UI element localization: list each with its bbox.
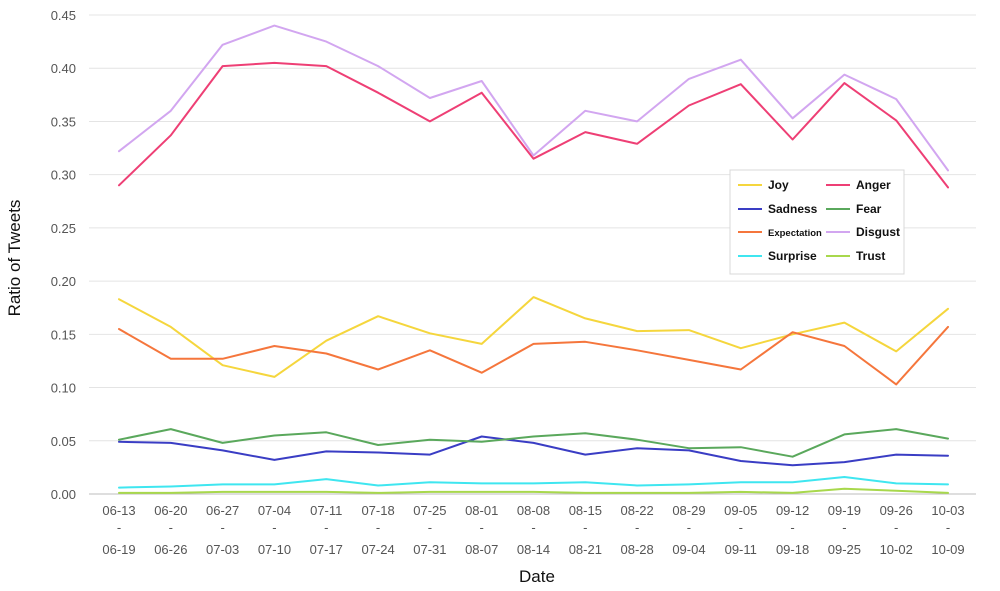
x-tick-label-start: 08-29 [672,503,705,518]
x-tick-label-end: 10-09 [931,542,964,557]
x-tick-label-start: 06-27 [206,503,239,518]
y-tick-label: 0.00 [51,487,76,502]
x-tick-label-end: 07-10 [258,542,291,557]
series-line-anger [118,61,949,189]
y-tick-label: 0.45 [51,8,76,23]
x-tick-label-sep: - [117,520,121,535]
x-tick-label-sep: - [272,520,276,535]
x-tick-label-end: 06-26 [154,542,187,557]
x-tick-label-start: 08-08 [517,503,550,518]
y-tick-label: 0.35 [51,114,76,129]
y-tick-label: 0.20 [51,274,76,289]
x-tick-label-end: 09-18 [776,542,809,557]
legend-label-fear: Fear [856,202,882,216]
x-tick-label-sep: - [894,520,898,535]
legend-label-trust: Trust [856,249,885,263]
x-tick-label-end: 08-07 [465,542,498,557]
legend: Joy Anger Sadness Fear Expectation Disgust Sur… [729,169,905,275]
x-tick-label-end: 09-04 [672,542,705,557]
x-tick-label-sep: - [324,520,328,535]
series-line-trust [118,487,949,494]
x-tick-label-start: 08-22 [621,503,654,518]
x-tick-label-start: 07-04 [258,503,291,518]
y-tick-label: 0.15 [51,327,76,342]
x-tick-label-sep: - [428,520,432,535]
x-tick-label-start: 09-26 [880,503,913,518]
y-axis-label: Ratio of Tweets [5,200,24,317]
y-tick-label: 0.10 [51,381,76,396]
x-tick-label-sep: - [946,520,950,535]
series-line-sadness [118,435,949,467]
series-line-expectation [118,325,949,386]
series-line-surprise [118,476,949,489]
y-tick-label: 0.40 [51,61,76,76]
x-tick-label-sep: - [583,520,587,535]
legend-label-anger: Anger [856,178,891,192]
x-tick-label-end: 07-31 [413,542,446,557]
series-line-fear [118,428,949,458]
x-tick-label-sep: - [687,520,691,535]
x-tick-label-start: 06-20 [154,503,187,518]
x-axis-label: Date [519,567,555,586]
y-axis-ticks: 0.00 0.05 0.10 0.15 0.20 0.25 0.30 0.35 0.40 0.45 [51,8,76,502]
x-tick-label-start: 09-12 [776,503,809,518]
x-axis-ticks: 06-13 - 06-19 06-20 - 06-26 06-27 - 07-03 07-04 - 0… [102,503,964,557]
x-tick-label-start: 08-15 [569,503,602,518]
x-tick-label-start: 09-05 [724,503,757,518]
x-tick-label-sep: - [635,520,639,535]
x-tick-label-start: 06-13 [102,503,135,518]
legend-label-joy: Joy [768,178,789,192]
x-tick-label-sep: - [376,520,380,535]
x-tick-label-end: 06-19 [102,542,135,557]
x-tick-label-sep: - [842,520,846,535]
series-line-joy [118,296,949,378]
x-tick-label-start: 09-19 [828,503,861,518]
x-tick-label-sep: - [169,520,173,535]
x-tick-label-end: 07-17 [310,542,343,557]
x-tick-label-end: 09-25 [828,542,861,557]
x-tick-label-end: 08-14 [517,542,550,557]
x-tick-label-end: 07-24 [361,542,394,557]
y-tick-label: 0.05 [51,434,76,449]
x-tick-label-sep: - [531,520,535,535]
x-tick-label-start: 08-01 [465,503,498,518]
legend-label-disgust: Disgust [856,225,900,239]
x-tick-label-sep: - [220,520,224,535]
y-tick-label: 0.25 [51,221,76,236]
y-tick-label: 0.30 [51,168,76,183]
x-tick-label-end: 08-21 [569,542,602,557]
legend-label-surprise: Surprise [768,249,817,263]
x-tick-label-start: 07-18 [361,503,394,518]
series-lines [118,24,949,494]
x-tick-label-end: 07-03 [206,542,239,557]
x-tick-label-start: 07-25 [413,503,446,518]
series-line-disgust [118,24,949,172]
legend-label-sadness: Sadness [768,202,818,216]
x-tick-label-end: 10-02 [880,542,913,557]
x-tick-label-end: 08-28 [621,542,654,557]
x-tick-label-sep: - [739,520,743,535]
x-tick-label-end: 09-11 [725,542,757,557]
x-tick-label-start: 07-11 [310,503,342,518]
x-tick-label-sep: - [790,520,794,535]
x-tick-label-start: 10-03 [931,503,964,518]
x-tick-label-sep: - [480,520,484,535]
legend-label-expectation: Expectation [768,228,822,239]
